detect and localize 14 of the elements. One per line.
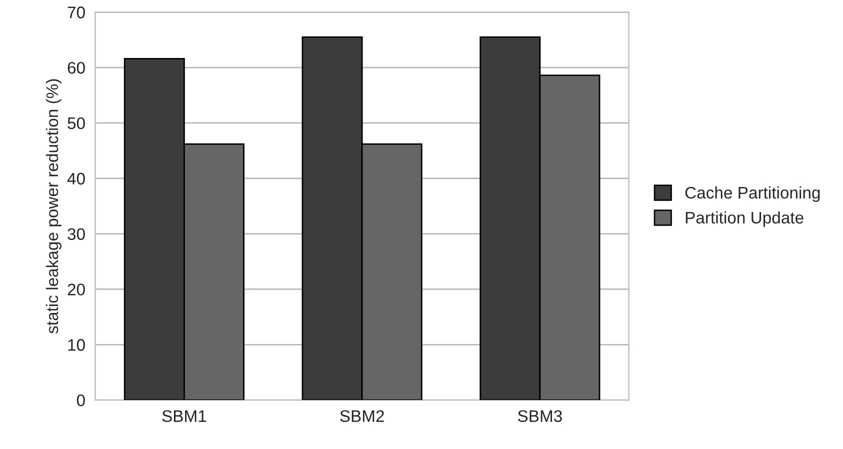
y-axis-title: static leakage power reduction (%): [46, 79, 62, 334]
y-tick-label: 40: [67, 172, 85, 185]
x-tick-label: SBM1: [162, 410, 206, 422]
y-tick-label: 70: [68, 6, 85, 18]
y-tick-label: 60: [68, 62, 85, 74]
legend-label: Cache Partitioning: [685, 186, 820, 202]
y-tick-label: 0: [76, 394, 85, 406]
x-tick-label: SBM2: [340, 410, 384, 422]
y-tick-label: 30: [68, 228, 85, 240]
x-tick-label: SBM3: [518, 410, 562, 422]
y-tick-label: 10: [68, 339, 85, 351]
y-tick-label: 50: [68, 117, 85, 130]
legend-label: Partition Update: [686, 211, 804, 227]
y-tick-label: 20: [68, 284, 85, 296]
